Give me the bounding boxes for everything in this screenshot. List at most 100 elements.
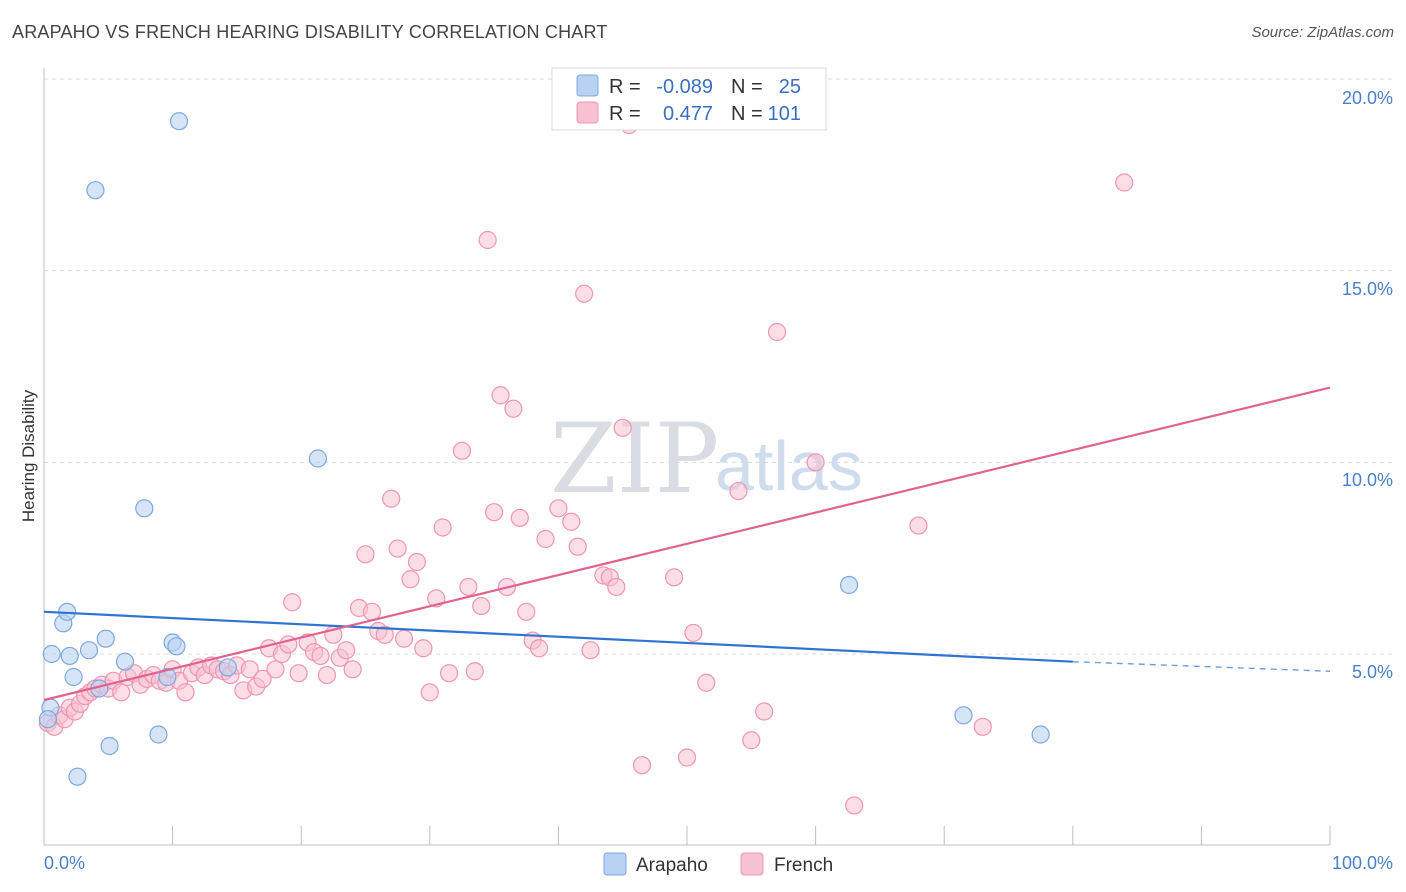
french-point xyxy=(549,499,568,518)
arapaho-point xyxy=(218,658,237,677)
french-point xyxy=(665,568,684,587)
legend-r-label: R = xyxy=(609,103,641,125)
arapaho-point xyxy=(64,667,83,687)
french-point xyxy=(767,322,787,342)
french-point xyxy=(283,593,302,612)
french-point xyxy=(465,662,484,681)
french-point xyxy=(909,516,928,535)
arapaho-point xyxy=(167,637,186,656)
french-point xyxy=(491,386,510,405)
french-point xyxy=(240,660,259,679)
french-point xyxy=(414,639,433,658)
arapaho-point xyxy=(86,181,105,200)
legend-swatch-french-bottom xyxy=(740,852,764,876)
arapaho-point xyxy=(169,112,189,131)
legend-label-french: French xyxy=(774,855,833,876)
french-point xyxy=(401,570,420,589)
french-point xyxy=(677,748,697,767)
y-tick-label: 15.0% xyxy=(1342,279,1393,299)
french-point xyxy=(433,518,452,537)
x-tick-label-min: 0.0% xyxy=(44,853,85,873)
legend-n-label: N = xyxy=(731,76,763,98)
french-point xyxy=(530,639,549,658)
arapaho-point xyxy=(100,736,119,756)
arapaho-point xyxy=(954,706,973,725)
french-point xyxy=(568,537,587,556)
french-point xyxy=(394,629,414,648)
french-point xyxy=(407,552,427,572)
arapaho-point xyxy=(115,652,135,671)
french-point xyxy=(755,702,774,721)
french-point xyxy=(382,489,401,508)
french-trend-line xyxy=(43,386,1331,702)
french-point xyxy=(439,664,459,683)
arapaho-point xyxy=(42,644,61,664)
french-point xyxy=(420,683,439,702)
arapaho-point xyxy=(68,767,87,786)
arapaho-point xyxy=(60,646,79,666)
arapaho-point xyxy=(839,575,859,595)
legend-r-label: R = xyxy=(609,76,641,98)
french-point xyxy=(375,625,394,644)
x-tick-label-max: 100.0% xyxy=(1332,853,1393,873)
arapaho-points xyxy=(38,112,1050,786)
arapaho-point xyxy=(135,499,154,518)
french-point xyxy=(1115,173,1134,192)
french-point xyxy=(289,664,308,683)
trend-lines xyxy=(43,386,1331,702)
legend-label-arapaho: Arapaho xyxy=(636,855,708,876)
legend-r-value: -0.089 xyxy=(656,76,713,98)
legend-n-value: 25 xyxy=(779,76,801,98)
watermark-zip: ZIP xyxy=(550,403,719,515)
french-point xyxy=(343,660,362,679)
french-point xyxy=(536,529,555,549)
french-point xyxy=(311,646,330,666)
french-point xyxy=(973,717,992,736)
french-point xyxy=(684,623,703,643)
french-point xyxy=(452,441,472,460)
french-point xyxy=(562,512,581,531)
y-tick-label: 20.0% xyxy=(1342,88,1393,108)
french-point xyxy=(697,673,716,692)
arapaho-point xyxy=(308,449,328,468)
arapaho-point xyxy=(1031,725,1050,744)
french-point xyxy=(176,683,195,702)
y-axis-title: Hearing Disability xyxy=(19,389,38,522)
french-point xyxy=(632,756,652,775)
french-point xyxy=(607,577,626,597)
french-point xyxy=(806,453,825,472)
arapaho-point xyxy=(38,710,57,729)
french-point xyxy=(742,731,761,750)
french-point xyxy=(581,641,600,660)
arapaho-point xyxy=(79,641,99,660)
arapaho-point xyxy=(158,667,177,687)
french-point xyxy=(504,399,523,418)
french-point xyxy=(478,230,497,250)
legend-swatch-french xyxy=(576,101,599,124)
arapaho-trend-line xyxy=(43,610,1073,663)
french-point xyxy=(485,503,504,522)
arapaho-point xyxy=(96,629,115,648)
legend-n-value: 101 xyxy=(768,103,801,125)
arapaho-trend-extension xyxy=(1072,660,1331,672)
chart-title: ARAPAHO VS FRENCH HEARING DISABILITY COR… xyxy=(12,22,608,42)
y-tick-label: 10.0% xyxy=(1342,470,1393,490)
french-point xyxy=(472,596,491,616)
french-point xyxy=(517,602,536,621)
french-point xyxy=(613,418,632,437)
series-legend: Arapaho French xyxy=(603,852,833,876)
french-point xyxy=(510,508,529,528)
correlation-legend: R = -0.089 N = 25 R = 0.477 N = 101 xyxy=(551,67,827,131)
french-point xyxy=(253,669,272,689)
french-point xyxy=(356,545,375,564)
french-point xyxy=(729,481,748,501)
legend-r-value: 0.477 xyxy=(663,103,713,125)
french-point xyxy=(317,665,337,685)
french-point xyxy=(845,796,864,815)
french-point xyxy=(337,641,356,660)
arapaho-point xyxy=(149,725,168,744)
legend-swatch-arapaho xyxy=(576,74,599,97)
french-point xyxy=(575,284,594,303)
french-point xyxy=(112,683,131,702)
